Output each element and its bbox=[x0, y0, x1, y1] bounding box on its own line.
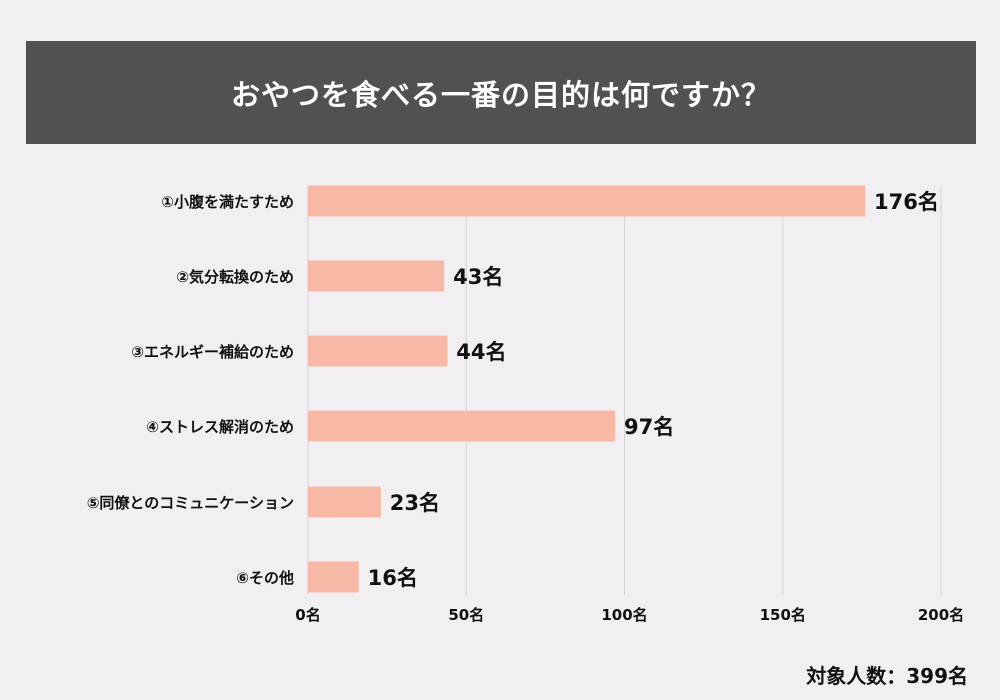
bar bbox=[308, 561, 359, 593]
value-label: 23名 bbox=[390, 491, 440, 515]
title-banner: おやつを食べる一番の目的は何ですか？ bbox=[26, 41, 976, 144]
x-tick-label: 50名 bbox=[448, 606, 484, 624]
category-label: ④ストレス解消のため bbox=[146, 418, 294, 436]
sample-size-note: 対象人数：399名 bbox=[806, 664, 968, 688]
value-label: 176名 bbox=[874, 190, 939, 214]
bar bbox=[308, 410, 616, 442]
x-tick-label: 100名 bbox=[601, 606, 647, 624]
category-label: ⑥その他 bbox=[236, 569, 294, 587]
bar bbox=[308, 185, 866, 217]
category-label: ③エネルギー補給のため bbox=[131, 343, 294, 361]
category-label: ⑤同僚とのコミュニケーション bbox=[87, 494, 294, 512]
chart-title: おやつを食べる一番の目的は何ですか？ bbox=[230, 77, 771, 112]
value-label: 97名 bbox=[624, 415, 674, 439]
value-label: 16名 bbox=[368, 566, 418, 590]
x-tick-label: 200名 bbox=[918, 606, 964, 624]
value-label: 44名 bbox=[456, 340, 506, 364]
x-tick-label: 150名 bbox=[760, 606, 806, 624]
x-tick-label: 0名 bbox=[295, 606, 320, 624]
bar bbox=[308, 260, 445, 292]
category-label: ②気分転換のため bbox=[176, 268, 294, 286]
bar bbox=[308, 335, 448, 367]
value-label: 43名 bbox=[453, 265, 503, 289]
category-label: ①小腹を満たすため bbox=[161, 193, 294, 211]
bar bbox=[308, 486, 381, 518]
